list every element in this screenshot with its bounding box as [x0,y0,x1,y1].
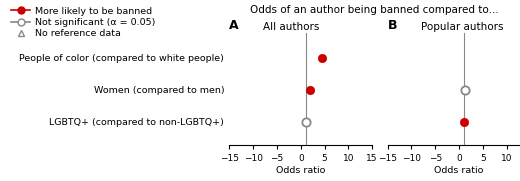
Text: B: B [388,19,397,32]
Text: LGBTQ+ (compared to non-LGBTQ+): LGBTQ+ (compared to non-LGBTQ+) [49,118,224,127]
X-axis label: Odds ratio: Odds ratio [434,166,484,175]
Text: A: A [229,19,239,32]
Text: People of color (compared to white people): People of color (compared to white peopl… [19,54,224,63]
X-axis label: Odds ratio: Odds ratio [276,166,326,175]
Legend: More likely to be banned, Not significant (α = 0.05), No reference data: More likely to be banned, Not significan… [7,3,159,42]
Text: Women (compared to men): Women (compared to men) [94,86,224,95]
Text: Odds of an author being banned compared to...: Odds of an author being banned compared … [250,5,499,15]
Text: All authors: All authors [263,22,319,32]
Text: Popular authors: Popular authors [421,22,503,32]
